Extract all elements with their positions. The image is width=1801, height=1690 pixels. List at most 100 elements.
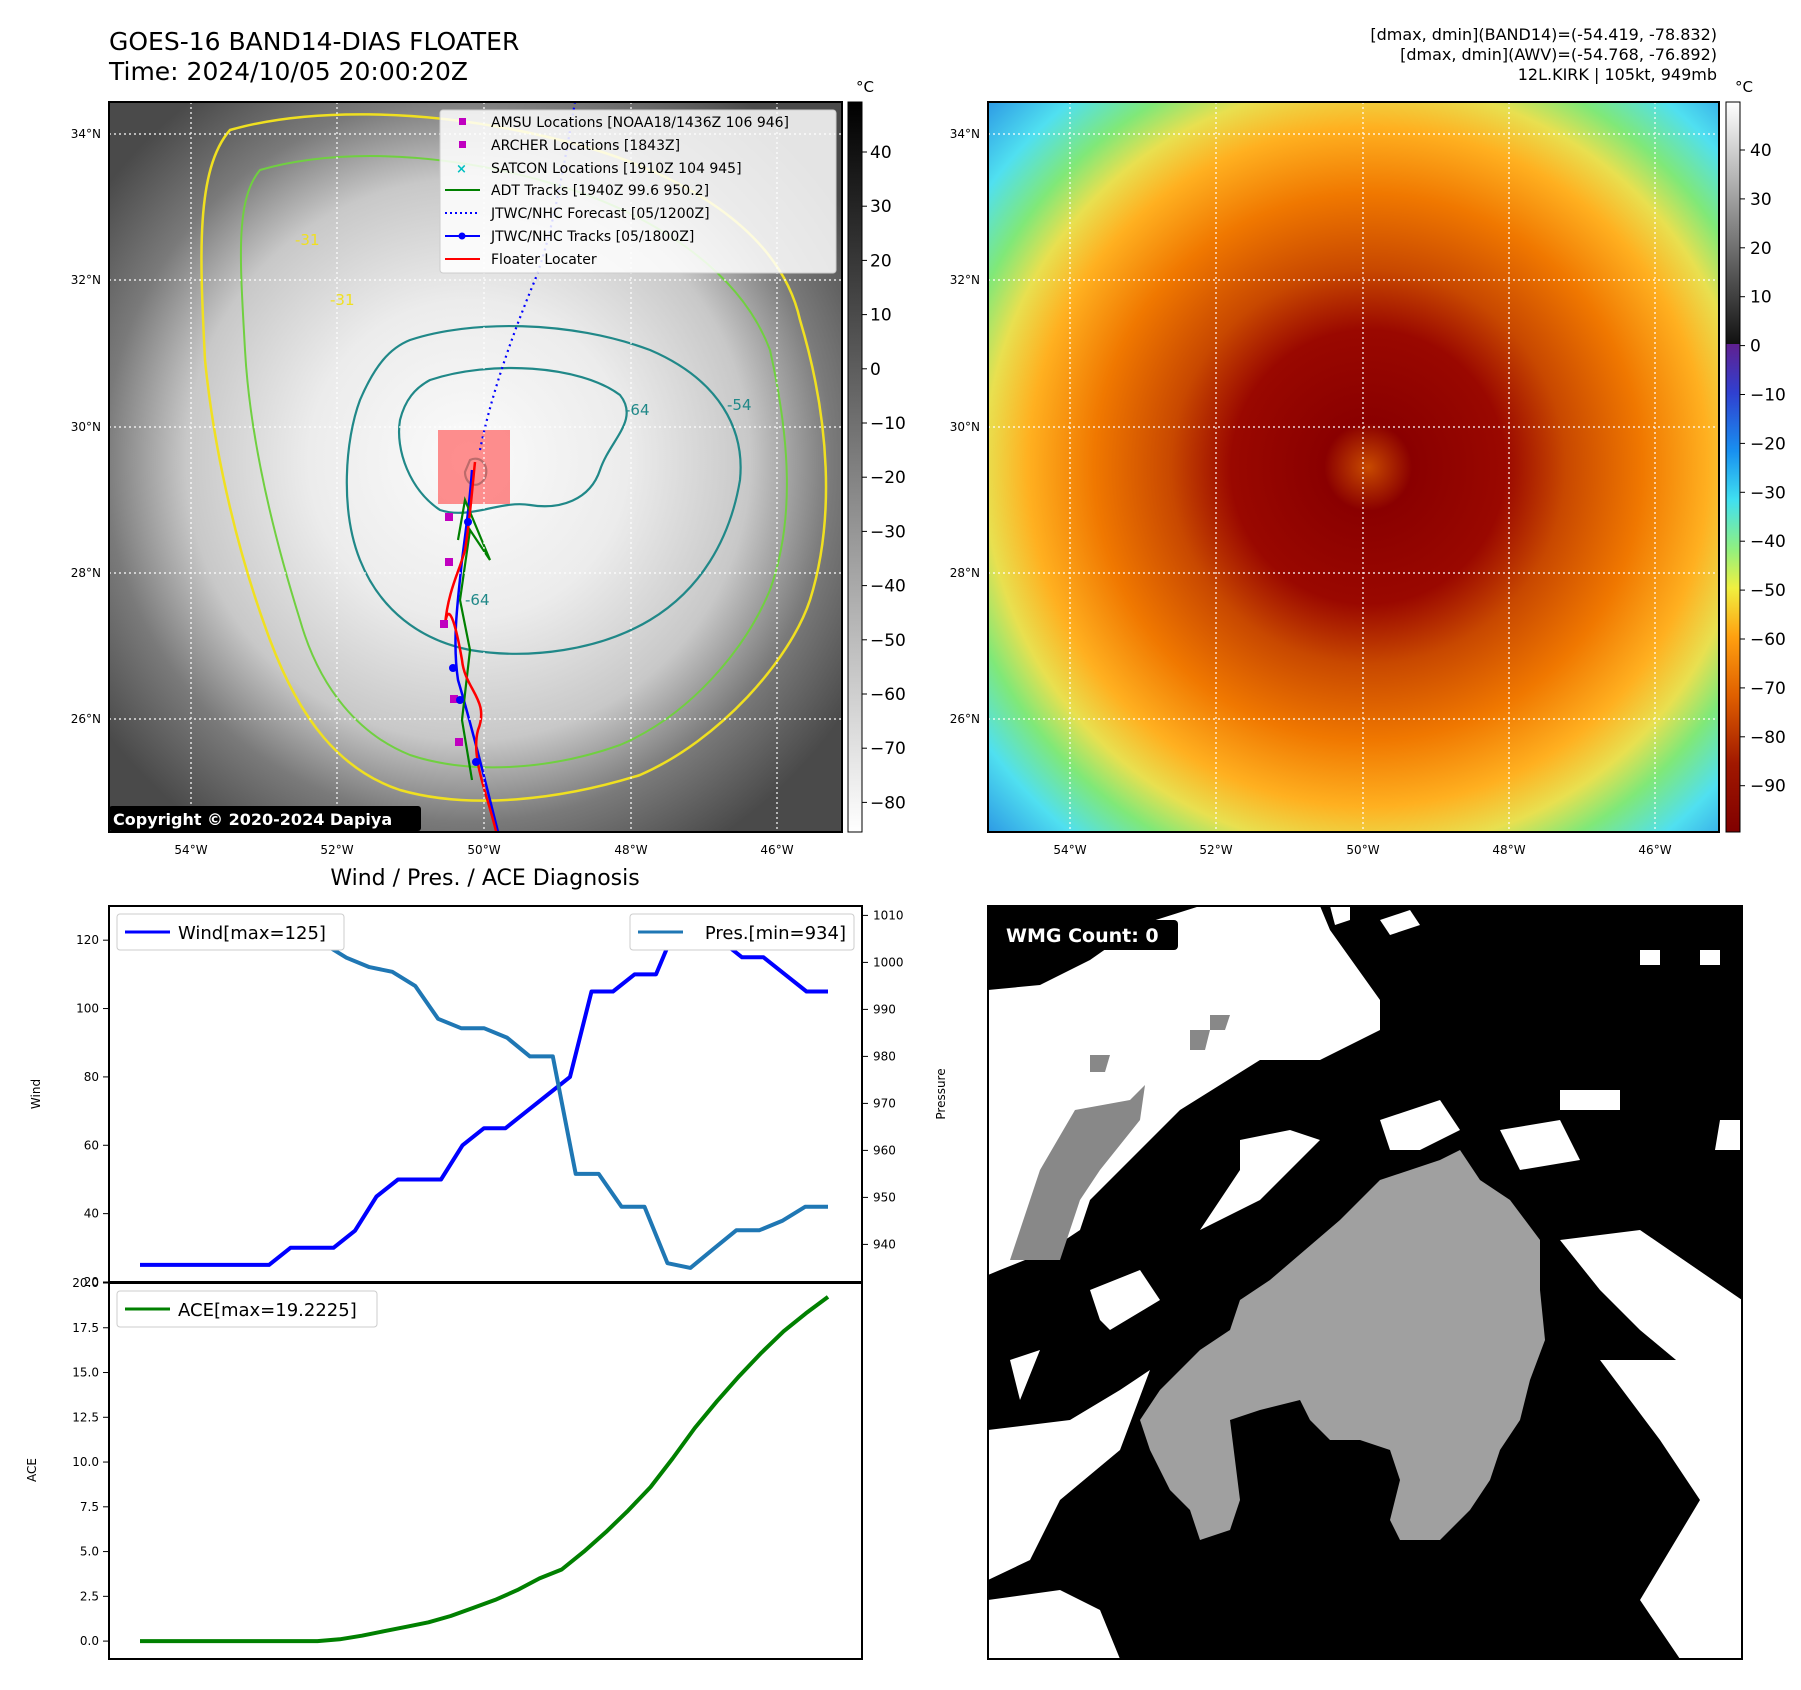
ir-colorbar-tick-label: −70 [870,739,906,759]
ir-colorbar-tick-label: −30 [870,522,906,542]
info-storm: 12L.KIRK | 105kt, 949mb [1518,65,1717,84]
ace-tick-label: 12.5 [72,1410,99,1424]
enh-colorbar-tick-label: 10 [1750,288,1772,308]
ir-colorbar-tick-label: −50 [870,631,906,651]
ir-colorbar-tick-label: 30 [870,197,892,217]
lon-tick: 52°W [1199,843,1232,857]
lon-tick: 48°W [614,843,647,857]
ir-colorbar-ticks: 40 30 20 10 0 −10 −20 −30 −40 −50 −60 −70 −80 [862,143,906,813]
ir-colorbar-tick-label: 40 [870,143,892,163]
wind-tick-label: 100 [76,1002,99,1016]
jtwc-points [449,518,480,766]
info-band14: [dmax, dmin](BAND14)=(-54.419, -78.832) [1370,25,1717,44]
pressure-tick-label: 960 [873,1143,896,1157]
copyright-box [109,806,421,831]
legend-label-satcon: SATCON Locations [1910Z 104 945] [491,161,742,177]
contour-label: -64 [625,401,650,419]
ace-tick-label: 15.0 [72,1366,99,1380]
wind-tick-label: 60 [84,1138,99,1152]
legend-label-amsu: AMSU Locations [NOAA18/1436Z 106 946] [491,115,789,131]
ir-colorbar-tick-label: −40 [870,577,906,597]
lon-tick: 52°W [320,843,353,857]
enh-colorbar-tick-label: −20 [1750,434,1786,454]
wmg-count-label: WMG Count: 0 [1006,925,1159,947]
pressure-tick-label: 1000 [873,955,904,969]
info-awv: [dmax, dmin](AWV)=(-54.768, -76.892) [1400,45,1717,64]
floater-locater-track [443,461,498,832]
lat-tick: 26°N [950,712,980,726]
ace-chart: 20.0 17.5 15.0 12.5 10.0 7.5 5.0 2.5 0.0 ACE ACE… [25,1276,863,1660]
lon-tick: 46°W [760,843,793,857]
ir-colorbar-unit: °C [856,78,874,96]
lat-tick: 26°N [71,712,101,726]
wind-legend-label: Wind[max=125] [178,923,326,944]
lat-tick: 34°N [71,127,101,141]
ace-tick-label: 20.0 [72,1276,99,1290]
track-markers [440,513,463,746]
contour-label: -31 [330,291,355,309]
enh-colorbar-tick-label: −80 [1750,728,1786,748]
legend-label-jtwc: JTWC/NHC Tracks [05/1800Z] [490,229,694,245]
pressure-tick-label: 970 [873,1096,896,1110]
ace-tick-label: 10.0 [72,1455,99,1469]
wmg-count-box [998,920,1178,950]
ir-colorbar: °C 40 30 20 10 0 −10 −20 −30 −40 −50 −60 −70 −80 [847,78,906,833]
contour-label: -54 [727,396,752,414]
enh-colorbar-tick-label: 30 [1750,190,1772,210]
pressure-ylabel: Pressure [934,1068,948,1119]
lon-tick: 54°W [174,843,207,857]
enh-lon-ticks: 54°W 52°W 50°W 48°W 46°W [1053,843,1671,857]
pressure-tick-label: 980 [873,1049,896,1063]
legend-marker-jtwc-dot [458,232,466,240]
copyright-text: Copyright © 2020-2024 Dapiya [113,810,392,829]
enh-colorbar-tick-label: 40 [1750,141,1772,161]
ace-tick-label: 5.0 [80,1545,99,1559]
lat-tick: 28°N [71,566,101,580]
wind-tick-label: 80 [84,1070,99,1084]
wmg-panel: WMG Count: 0 [987,905,1743,1660]
ace-line [140,1295,830,1644]
ace-tick-label: 2.5 [80,1589,99,1603]
enh-colorbar-tick-label: −30 [1750,483,1786,503]
pressure-tick-label: 1010 [873,908,904,922]
ace-tick-label: 17.5 [72,1321,99,1335]
enh-colorbar-tick-label: −40 [1750,532,1786,552]
enh-colorbar-ticks: 40 30 20 10 0 −10 −20 −30 −40 −50 −60 −70 −80 −90 [1740,141,1786,797]
enh-lat-ticks: 34°N 32°N 30°N 28°N 26°N [950,127,980,726]
wmg-gray-regions [1010,1015,1545,1540]
lon-tick: 54°W [1053,843,1086,857]
pressure-tick-label: 990 [873,1002,896,1016]
legend-label-floater: Floater Locater [491,252,597,268]
ir-colorbar-tick-label: −80 [870,793,906,813]
legend-marker-archer [459,141,466,148]
lon-tick: 46°W [1638,843,1671,857]
pressure-tick-label: 940 [873,1237,896,1251]
lon-tick: 48°W [1492,843,1525,857]
ir-lon-ticks: 54°W 52°W 50°W 48°W 46°W [174,843,793,857]
wind-pressure-chart: 120 100 80 60 40 20 1010 1000 990 980 970 960 950 94… [29,905,948,1289]
legend-marker-satcon: × [456,162,467,177]
ir-colorbar-tick-label: 10 [870,306,892,326]
enh-colorbar-tick-label: 0 [1750,337,1761,357]
lat-tick: 30°N [71,420,101,434]
ace-tick-label: 7.5 [80,1500,99,1514]
wind-ylabel: Wind [29,1079,43,1109]
map-legend: AMSU Locations [NOAA18/1436Z 106 946] AR… [439,109,837,274]
map-gridlines [988,102,1719,832]
ace-ylabel: ACE [25,1458,39,1482]
lat-tick: 30°N [950,420,980,434]
wind-tick-label: 120 [76,933,99,947]
wind-legend: Wind[max=125] [116,913,345,951]
wind-tick-label: 20 [84,1275,99,1289]
pressure-legend-label: Pres.[min=934] [705,923,846,944]
contour-labels: -64 -54 -64 -31 -31 [295,231,752,609]
legend-label-archer: ARCHER Locations [1843Z] [491,138,680,154]
pressure-tick-label: 950 [873,1190,896,1204]
enhanced-map-panel: 54°W 52°W 50°W 48°W 46°W 34°N 32°N 30°N … [950,101,1720,857]
enh-colorbar-tick-label: 20 [1750,239,1772,259]
ir-colorbar-tick-label: −60 [870,685,906,705]
ir-map-panel: -64 -54 -64 -31 -31 AMSU Locations [NOAA… [71,101,843,857]
enh-colorbar-tick-label: −10 [1750,386,1786,406]
contour-label: -64 [465,591,490,609]
